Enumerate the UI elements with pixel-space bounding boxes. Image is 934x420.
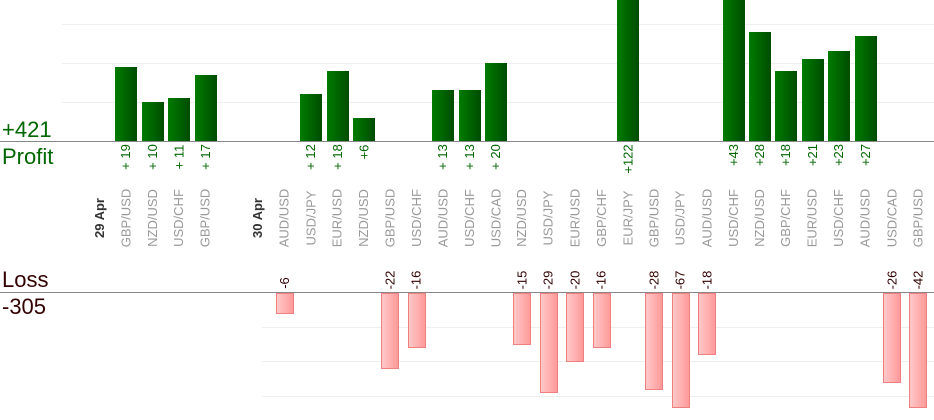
profit-value-label: +122 [620, 143, 636, 174]
loss-gridline [262, 395, 934, 397]
loss-bar [909, 293, 928, 408]
loss-baseline [0, 292, 934, 293]
profit-value-label: + 10 [144, 144, 160, 170]
pair-label: AUD/USD [434, 188, 450, 248]
profit-bar [326, 70, 349, 141]
pair-label: GBP/USD [197, 188, 213, 248]
loss-value-label: -18 [699, 270, 715, 289]
pair-label: AUD/USD [857, 188, 873, 248]
profit-value-label: +21 [804, 143, 820, 167]
pair-label: USD/CAD [487, 188, 503, 248]
profit-bar [485, 63, 507, 141]
pair-label: GBP/CHF [778, 189, 794, 247]
profit-value-label: +6 [355, 144, 371, 159]
loss-value-label: -22 [382, 270, 398, 289]
profit-bar [300, 94, 323, 141]
loss-bar [592, 293, 611, 349]
loss-label: Loss [2, 267, 49, 292]
loss-value-label: -16 [593, 270, 609, 289]
pair-label: GBP/USD [382, 188, 398, 248]
loss-value-label: -6 [276, 277, 292, 289]
pair-label: GBP/USD [646, 188, 662, 248]
profit-value-label: + 13 [435, 144, 451, 170]
loss-bar [407, 293, 426, 349]
pair-label: EUR/USD [566, 188, 582, 248]
profit-bar [801, 59, 824, 141]
pair-label: USD/JPY [672, 190, 688, 246]
loss-value-label: -20 [567, 270, 583, 289]
loss-bar [698, 293, 717, 356]
loss-bar [883, 293, 901, 383]
profit-bar [115, 66, 138, 141]
pair-label: GBP/USD [118, 188, 134, 248]
pair-label: NZD/USD [144, 189, 160, 247]
loss-bar [645, 293, 664, 390]
pair-label: GBP/CHF [593, 189, 609, 247]
profit-value-label: + 18 [329, 144, 345, 170]
profit-value-label: +43 [725, 143, 741, 167]
profit-bar [617, 0, 639, 141]
profit-bar [854, 35, 877, 141]
pair-label: EUR/USD [329, 188, 345, 248]
profit-total: +421 [2, 117, 52, 142]
profit-value-label: + 17 [197, 144, 213, 170]
profit-bar [828, 51, 851, 141]
loss-value-label: -15 [514, 270, 530, 289]
loss-value-label: -16 [408, 270, 424, 289]
pair-label: USD/CHF [171, 189, 187, 247]
profit-value-label: + 13 [461, 144, 477, 170]
pair-label: USD/JPY [540, 190, 556, 246]
pair-label: EUR/JPY [619, 190, 635, 246]
profit-value-label: + 19 [118, 144, 134, 170]
profit-bar [775, 70, 798, 141]
pair-label: USD/JPY [303, 190, 319, 246]
profit-gridline [62, 24, 934, 25]
profit-value-label: + 20 [487, 144, 503, 170]
pair-label: NZD/USD [514, 189, 530, 247]
profit-value-label: +27 [857, 143, 873, 167]
profit-value-label: +23 [831, 143, 847, 167]
loss-total: -305 [2, 294, 47, 319]
pair-label: USD/CHF [725, 189, 741, 247]
profit-value-label: + 12 [303, 144, 319, 170]
pair-label: NZD/USD [355, 189, 371, 247]
pair-label: USD/CAD [883, 188, 899, 248]
loss-value-label: -67 [672, 270, 688, 289]
loss-bar [513, 293, 532, 345]
date-label: 30 Apr [250, 198, 266, 238]
pair-label: USD/CHF [831, 189, 847, 247]
profit-bar [353, 117, 375, 141]
profit-baseline [0, 141, 934, 142]
loss-bar [539, 293, 558, 394]
profit-bar [194, 74, 217, 141]
profit-bar [722, 0, 745, 141]
loss-value-label: -28 [646, 270, 662, 289]
loss-value-label: -42 [910, 270, 926, 289]
loss-bar [275, 293, 294, 314]
profit-bar [458, 90, 481, 141]
profit-bar [749, 31, 771, 141]
pair-label: AUD/USD [698, 188, 714, 248]
loss-gridline [262, 361, 934, 362]
pair-label: USD/CHF [461, 189, 477, 247]
profit-value-label: + 11 [171, 144, 187, 169]
profit-bar [168, 98, 191, 141]
pair-label: USD/CHF [408, 189, 424, 247]
loss-bar [381, 293, 400, 369]
pair-label: AUD/USD [276, 188, 292, 248]
pair-label: NZD/USD [751, 189, 767, 247]
profit-value-label: +18 [778, 143, 794, 167]
loss-value-label: -29 [540, 270, 556, 289]
pair-label: GBP/USD [910, 188, 926, 248]
loss-bar [671, 293, 690, 408]
profit-value-label: +28 [752, 143, 768, 167]
profit-label: Profit [2, 144, 54, 169]
loss-value-label: -26 [883, 270, 899, 289]
loss-bar [566, 293, 585, 362]
profit-bar [141, 102, 164, 141]
pair-label: EUR/USD [804, 188, 820, 248]
profit-bar [432, 90, 455, 141]
date-label: 29 Apr [91, 198, 107, 238]
